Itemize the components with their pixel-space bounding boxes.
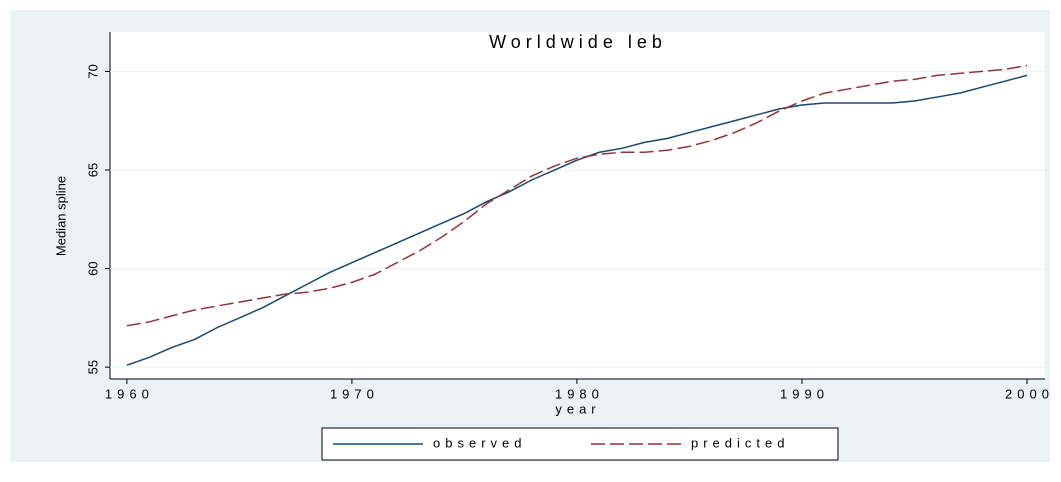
x-tick-label: 1980 — [555, 386, 604, 401]
legend-label: observed — [433, 435, 526, 450]
series-line — [126, 74, 1028, 366]
y-axis-label: Median spline — [53, 176, 68, 256]
x-tick-label: 1990 — [780, 386, 829, 401]
y-tick-label: 65 — [85, 163, 100, 177]
plot-area — [110, 32, 1045, 379]
series-line — [126, 64, 1028, 327]
y-tick-label: 55 — [85, 360, 100, 374]
chart-title: Worldwide leb — [489, 32, 667, 52]
y-tick-label: 60 — [85, 261, 100, 275]
x-tick-label: 2000 — [1005, 386, 1054, 401]
x-tick-label: 1960 — [105, 386, 154, 401]
y-tick-label: 70 — [85, 64, 100, 78]
x-axis-label: year — [555, 401, 600, 416]
legend-label: predicted — [691, 435, 789, 450]
x-tick-label: 1970 — [330, 386, 379, 401]
